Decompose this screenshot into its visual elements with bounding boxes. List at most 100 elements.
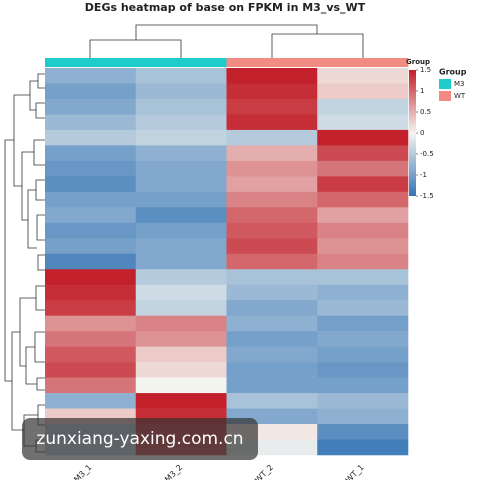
heatmap-cell [226,269,318,286]
heatmap-cell [135,129,227,146]
heatmap-cell [317,269,409,286]
heatmap-cell [317,83,409,100]
legend-swatch [439,91,451,101]
group-bar-cell [317,58,409,67]
heatmap-cell [317,424,409,440]
heatmap-cell [135,300,227,316]
heatmap-cell [45,362,137,378]
heatmap-cell [226,222,318,239]
heatmap-cell [45,207,137,224]
heatmap-cell [45,300,137,316]
heatmap-cell [135,393,227,409]
heatmap-cell [226,160,318,177]
heatmap-cell [317,238,409,255]
heatmap-cell [45,176,137,193]
heatmap-cell [45,331,137,347]
heatmap-cell [45,145,137,162]
heatmap-cell [317,331,409,347]
heatmap-cell [45,114,137,131]
colorbar [409,70,416,196]
heatmap-cell [45,83,137,100]
heatmap-cell [45,222,137,239]
group-bar-label: Group [406,58,430,66]
colorbar-tick-label: 0.5 [420,108,431,116]
heatmap-cell [226,114,318,131]
heatmap-cell [226,207,318,224]
heatmap-cell [135,68,227,84]
heatmap-cell [226,300,318,316]
heatmap-cell [226,98,318,115]
heatmap-cell [45,238,137,255]
heatmap-cell [317,408,409,425]
heatmap-cell [135,160,227,177]
heatmap-cell [226,145,318,162]
colorbar-tick-label: 0 [420,129,424,137]
column-dendrogram [89,24,364,58]
heatmap-cell [135,83,227,100]
heatmap-cell [135,98,227,115]
heatmap-cell [45,68,137,84]
heatmap-cell [317,129,409,146]
watermark-box [22,418,258,460]
heatmap-cell [45,98,137,115]
heatmap-cell [317,207,409,224]
colorbar-tick-label: 1.5 [420,66,431,74]
heatmap-cell [226,393,318,409]
heatmap-cell [226,68,318,84]
legend-swatch [439,79,451,89]
heatmap-cell [45,315,137,332]
heatmap-cell [45,269,137,286]
heatmap-cell [317,377,409,394]
heatmap-cell [226,346,318,363]
heatmap-cell [317,253,409,270]
group-bar-cell [226,58,318,67]
heatmap-cell [317,114,409,131]
heatmap-cell [317,98,409,115]
heatmap-cell [226,176,318,193]
column-label: WT_2 [253,463,275,480]
heatmap-cell [135,207,227,224]
heatmap-cell [45,191,137,208]
heatmap-cell [317,346,409,363]
heatmap-cell [45,253,137,270]
heatmap-cell [317,362,409,378]
heatmap-cell [45,393,137,409]
heatmap-cell [226,284,318,301]
heatmap-cell [317,176,409,193]
heatmap-cell [226,129,318,146]
colorbar-tick-label: -1 [420,171,427,179]
heatmap-cell [135,253,227,270]
colorbar-tick-label: 1 [420,87,424,95]
heatmap-cell [317,145,409,162]
heatmap-cell [135,284,227,301]
heatmap-cell [135,346,227,363]
heatmap-cell [226,83,318,100]
heatmap-cell [226,362,318,378]
heatmap-cell [317,191,409,208]
heatmap-cell [317,315,409,332]
heatmap-cell [135,269,227,286]
legend-label: WT [454,92,466,100]
chart-title: DEGs heatmap of base on FPKM in M3_vs_WT [85,1,366,14]
heatmap-cell [135,331,227,347]
group-bar-cell [135,58,227,67]
heatmap-cell [135,315,227,332]
heatmap-cell [45,129,137,146]
heatmap-cell [135,114,227,131]
heatmap-cell [226,253,318,270]
heatmap-cell [45,346,137,363]
heatmap-cell [45,160,137,177]
column-label: M3_1 [72,463,93,480]
heatmap-cell [226,315,318,332]
heatmap-cell [226,238,318,255]
colorbar-tick-label: -0.5 [420,150,434,158]
heatmap-cell [135,362,227,378]
legend-label: M3 [454,80,465,88]
watermark: zunxiang-yaxing.com.cn [36,429,243,449]
heatmap-cell [226,377,318,394]
colorbar-tick-label: -1.5 [420,192,434,200]
heatmap-cell [135,377,227,394]
heatmap-cell [135,176,227,193]
heatmap-cell [226,331,318,347]
